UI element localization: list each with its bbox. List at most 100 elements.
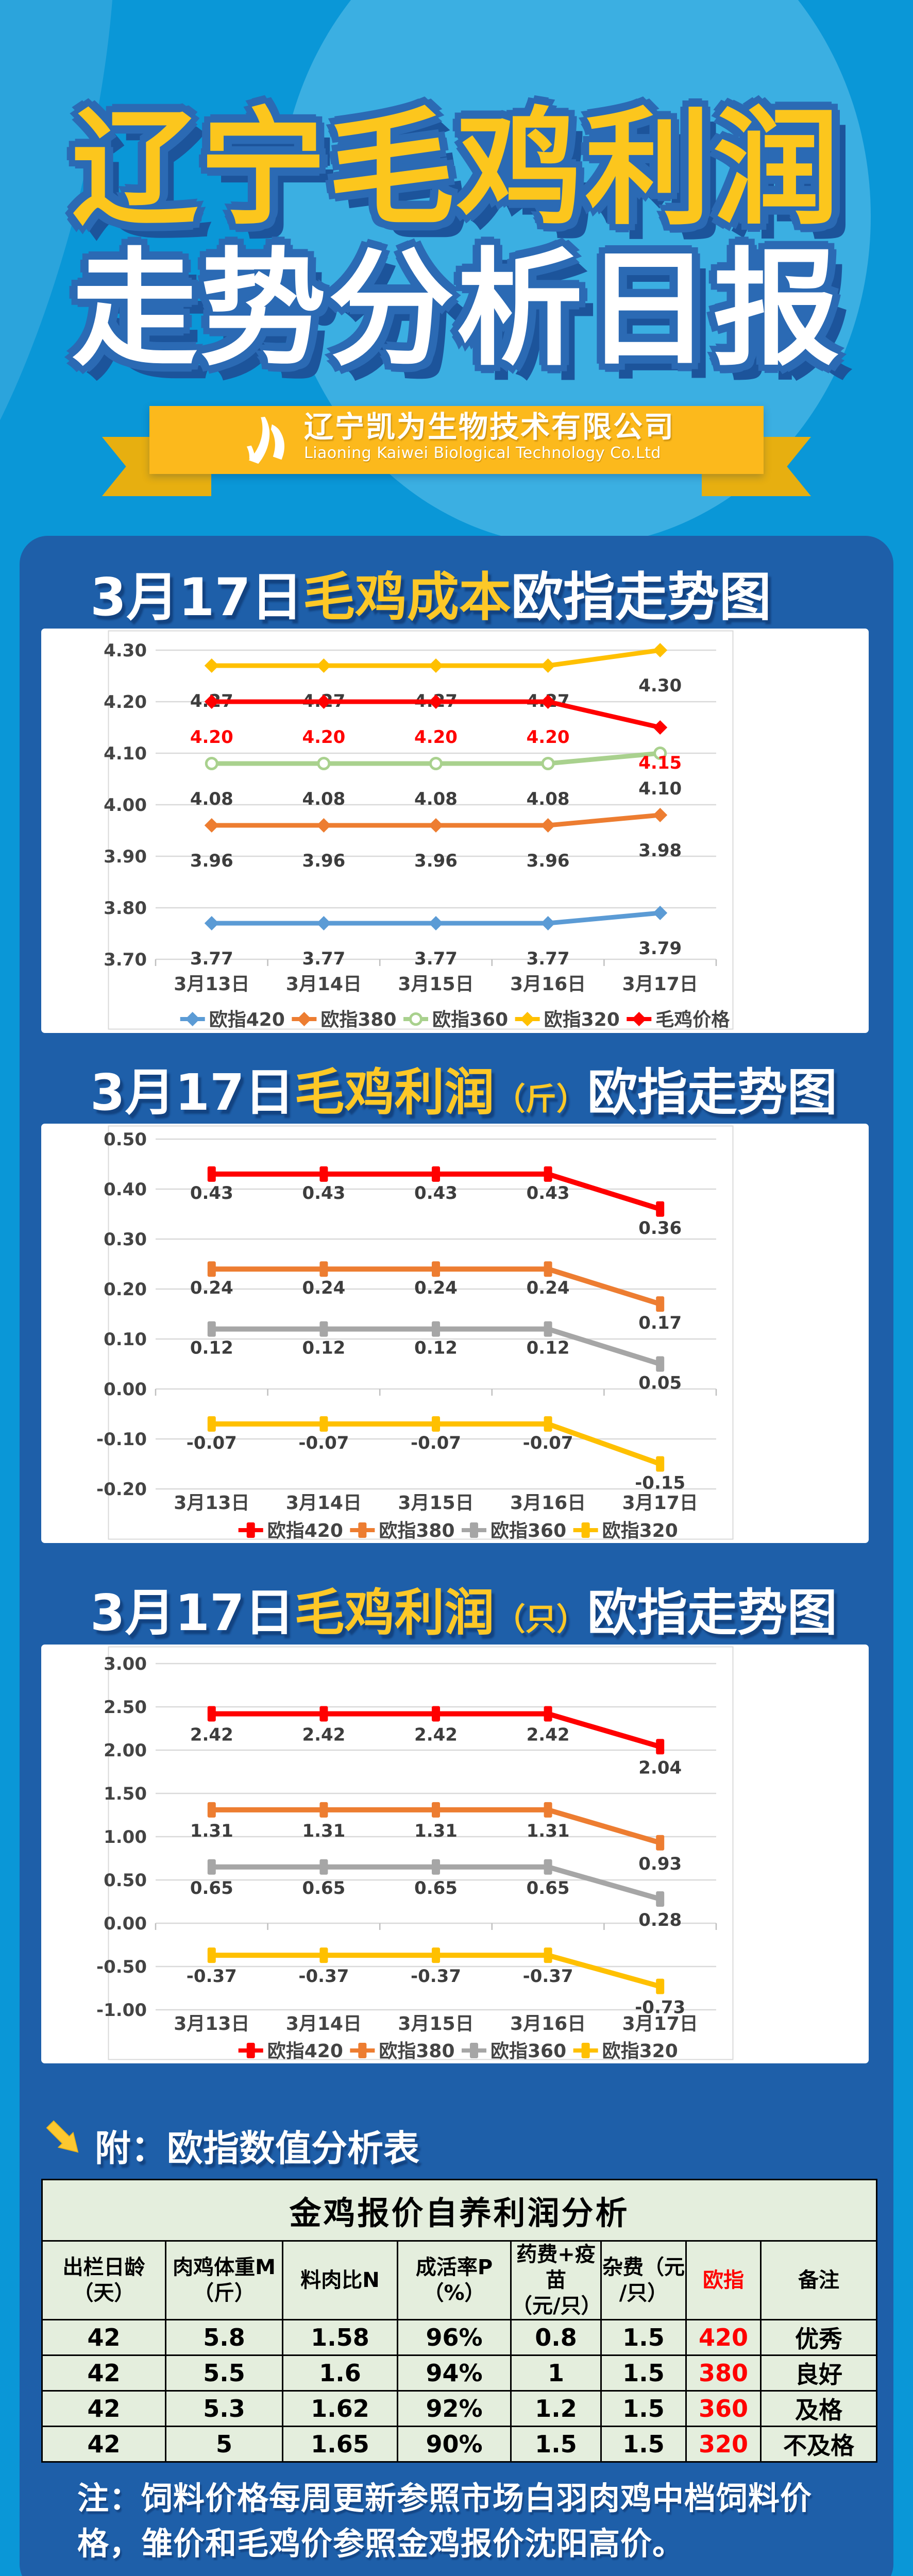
svg-text:欧指420: 欧指420 bbox=[267, 1520, 343, 1541]
svg-text:欧指320: 欧指320 bbox=[602, 1520, 678, 1541]
title-part: 欧指走势图 bbox=[587, 1584, 837, 1642]
svg-text:2.00: 2.00 bbox=[104, 1740, 147, 1761]
column-header: 肉鸡体重M （斤） bbox=[165, 2240, 283, 2320]
table-cell: 5.8 bbox=[165, 2319, 283, 2356]
column-header: 成活率P （%） bbox=[397, 2240, 512, 2320]
main-title-line2: 走势分析日报 bbox=[72, 236, 841, 383]
svg-text:欧指360: 欧指360 bbox=[491, 2041, 566, 2062]
table-cell: 优秀 bbox=[759, 2319, 878, 2356]
svg-text:-0.10: -0.10 bbox=[96, 1429, 147, 1450]
section-title-profit-per-jin-chart: 3月17日毛鸡利润（斤）欧指走势图 bbox=[90, 1066, 837, 1119]
table-cell: 1.5 bbox=[600, 2354, 687, 2392]
table-row: 42 5.3 1.62 92% 1.2 1.5 360 及格 bbox=[41, 2390, 878, 2427]
svg-text:-0.20: -0.20 bbox=[96, 1479, 147, 1500]
svg-text:-1.00: -1.00 bbox=[96, 2000, 147, 2021]
svg-text:4.00: 4.00 bbox=[104, 795, 147, 816]
title-part: 3月17日 bbox=[90, 1584, 295, 1642]
table-cell: 42 bbox=[41, 2319, 166, 2356]
table-cell: 1.5 bbox=[510, 2426, 602, 2463]
svg-text:4.08: 4.08 bbox=[414, 789, 458, 809]
table-cell: 96% bbox=[397, 2319, 512, 2356]
svg-text:1.31: 1.31 bbox=[302, 1821, 345, 1841]
svg-text:欧指360: 欧指360 bbox=[432, 1009, 508, 1030]
svg-text:毛鸡价格: 毛鸡价格 bbox=[655, 1009, 730, 1030]
svg-text:4.20: 4.20 bbox=[414, 727, 458, 748]
cost-trend-chart-card: 4.30 4.20 4.10 4.00 3.90 3.80 3.70 3.77 3.77 3.77… bbox=[41, 629, 869, 1033]
table-header-row: 出栏日龄 （天） 肉鸡体重M （斤） 料肉比N 成活率P （%） 药费+疫苗 （元/只）… bbox=[41, 2240, 878, 2320]
svg-text:0.40: 0.40 bbox=[104, 1179, 147, 1200]
title-part: 欧指走势图 bbox=[511, 567, 771, 628]
svg-text:3月15日: 3月15日 bbox=[398, 974, 474, 995]
analysis-table: 金鸡报价自养利润分析 出栏日龄 （天） 肉鸡体重M （斤） 料肉比N 成活率P （%）药… bbox=[41, 2179, 878, 2463]
table-cell: 380 bbox=[685, 2354, 762, 2392]
svg-text:-0.07: -0.07 bbox=[523, 1433, 573, 1453]
profit-per-jin-chart-card: 0.50 0.40 0.30 0.20 0.10 0.00 -0.10 -0.20 0.43 0.… bbox=[41, 1124, 869, 1543]
svg-text:3月15日: 3月15日 bbox=[398, 2013, 474, 2035]
table-title: 金鸡报价自养利润分析 bbox=[41, 2179, 878, 2242]
svg-text:欧指420: 欧指420 bbox=[267, 2041, 343, 2062]
table-cell: 5 bbox=[165, 2426, 283, 2463]
svg-text:0.00: 0.00 bbox=[104, 1913, 147, 1934]
note-text: 注：饲料价格每周更新参照市场白羽肉鸡中档饲料价格，雏价和毛鸡价参照金鸡报价沈阳高… bbox=[77, 2480, 813, 2563]
table-cell: 1.62 bbox=[282, 2390, 398, 2427]
svg-text:欧指380: 欧指380 bbox=[320, 1009, 396, 1030]
table-cell: 1.2 bbox=[510, 2390, 602, 2427]
kaiwei-logo-icon bbox=[246, 416, 284, 464]
column-header: 出栏日龄 （天） bbox=[41, 2240, 166, 2320]
svg-text:-0.37: -0.37 bbox=[523, 1966, 573, 1987]
svg-text:4.20: 4.20 bbox=[190, 727, 233, 748]
title-part: 3月17日 bbox=[90, 567, 303, 628]
svg-text:0.65: 0.65 bbox=[527, 1878, 570, 1899]
svg-text:欧指380: 欧指380 bbox=[379, 1520, 454, 1541]
yellow-arrow-icon bbox=[46, 2120, 79, 2153]
svg-text:0.93: 0.93 bbox=[638, 1854, 682, 1874]
svg-text:0.24: 0.24 bbox=[190, 1278, 233, 1298]
title-part: 毛鸡成本 bbox=[302, 567, 511, 628]
svg-text:-0.07: -0.07 bbox=[411, 1433, 461, 1453]
svg-text:欧指320: 欧指320 bbox=[602, 2041, 678, 2062]
svg-text:2.04: 2.04 bbox=[638, 1757, 682, 1778]
svg-text:0.24: 0.24 bbox=[527, 1278, 570, 1298]
svg-text:3.77: 3.77 bbox=[414, 948, 458, 969]
svg-text:3.80: 3.80 bbox=[104, 898, 147, 919]
table-cell: 1.5 bbox=[600, 2390, 687, 2427]
svg-text:3月17日: 3月17日 bbox=[622, 974, 698, 995]
table-row: 42 5 1.65 90% 1.5 1.5 320 不及格 bbox=[41, 2426, 878, 2463]
svg-text:3月14日: 3月14日 bbox=[286, 2013, 362, 2035]
svg-text:3月14日: 3月14日 bbox=[286, 974, 362, 995]
table-cell: 420 bbox=[685, 2319, 762, 2356]
svg-text:3.70: 3.70 bbox=[104, 950, 147, 970]
svg-text:0.24: 0.24 bbox=[302, 1278, 345, 1298]
svg-text:欧指320: 欧指320 bbox=[544, 1009, 620, 1030]
svg-text:0.65: 0.65 bbox=[414, 1878, 458, 1899]
table-cell: 360 bbox=[685, 2390, 762, 2427]
svg-text:0.43: 0.43 bbox=[302, 1183, 345, 1204]
title-part: （只） bbox=[494, 1602, 587, 1638]
svg-text:-0.15: -0.15 bbox=[635, 1473, 685, 1494]
svg-text:4.10: 4.10 bbox=[104, 743, 147, 764]
svg-text:3.00: 3.00 bbox=[104, 1654, 147, 1674]
svg-text:欧指420: 欧指420 bbox=[209, 1009, 285, 1030]
line-chart: 3.00 2.50 2.00 1.50 1.00 0.50 0.00 -0.50 -1.00 2.… bbox=[96, 1646, 734, 2062]
svg-text:0.24: 0.24 bbox=[414, 1278, 458, 1298]
svg-text:0.00: 0.00 bbox=[104, 1379, 147, 1400]
column-header: 药费+疫苗 （元/只） bbox=[510, 2240, 602, 2320]
column-header: 杂费（元 /只） bbox=[600, 2240, 687, 2320]
table-cell: 良好 bbox=[759, 2354, 878, 2392]
svg-text:0.43: 0.43 bbox=[414, 1183, 458, 1204]
svg-text:0.20: 0.20 bbox=[104, 1279, 147, 1300]
svg-text:3.77: 3.77 bbox=[302, 948, 345, 969]
svg-text:0.43: 0.43 bbox=[190, 1183, 233, 1204]
svg-text:2.50: 2.50 bbox=[104, 1697, 147, 1718]
svg-text:4.20: 4.20 bbox=[104, 692, 147, 713]
attachment-heading-text: 附：欧指数值分析表 bbox=[95, 2127, 419, 2170]
svg-text:0.43: 0.43 bbox=[527, 1183, 570, 1204]
svg-text:1.31: 1.31 bbox=[190, 1821, 233, 1841]
svg-text:2.42: 2.42 bbox=[527, 1724, 570, 1745]
section-title-cost-chart: 3月17日毛鸡成本欧指走势图 bbox=[90, 570, 771, 624]
svg-text:3月16日: 3月16日 bbox=[510, 1493, 586, 1514]
svg-text:2.42: 2.42 bbox=[302, 1724, 345, 1745]
svg-text:3.77: 3.77 bbox=[190, 948, 233, 969]
svg-text:3.96: 3.96 bbox=[527, 851, 570, 871]
svg-text:3.96: 3.96 bbox=[190, 851, 233, 871]
